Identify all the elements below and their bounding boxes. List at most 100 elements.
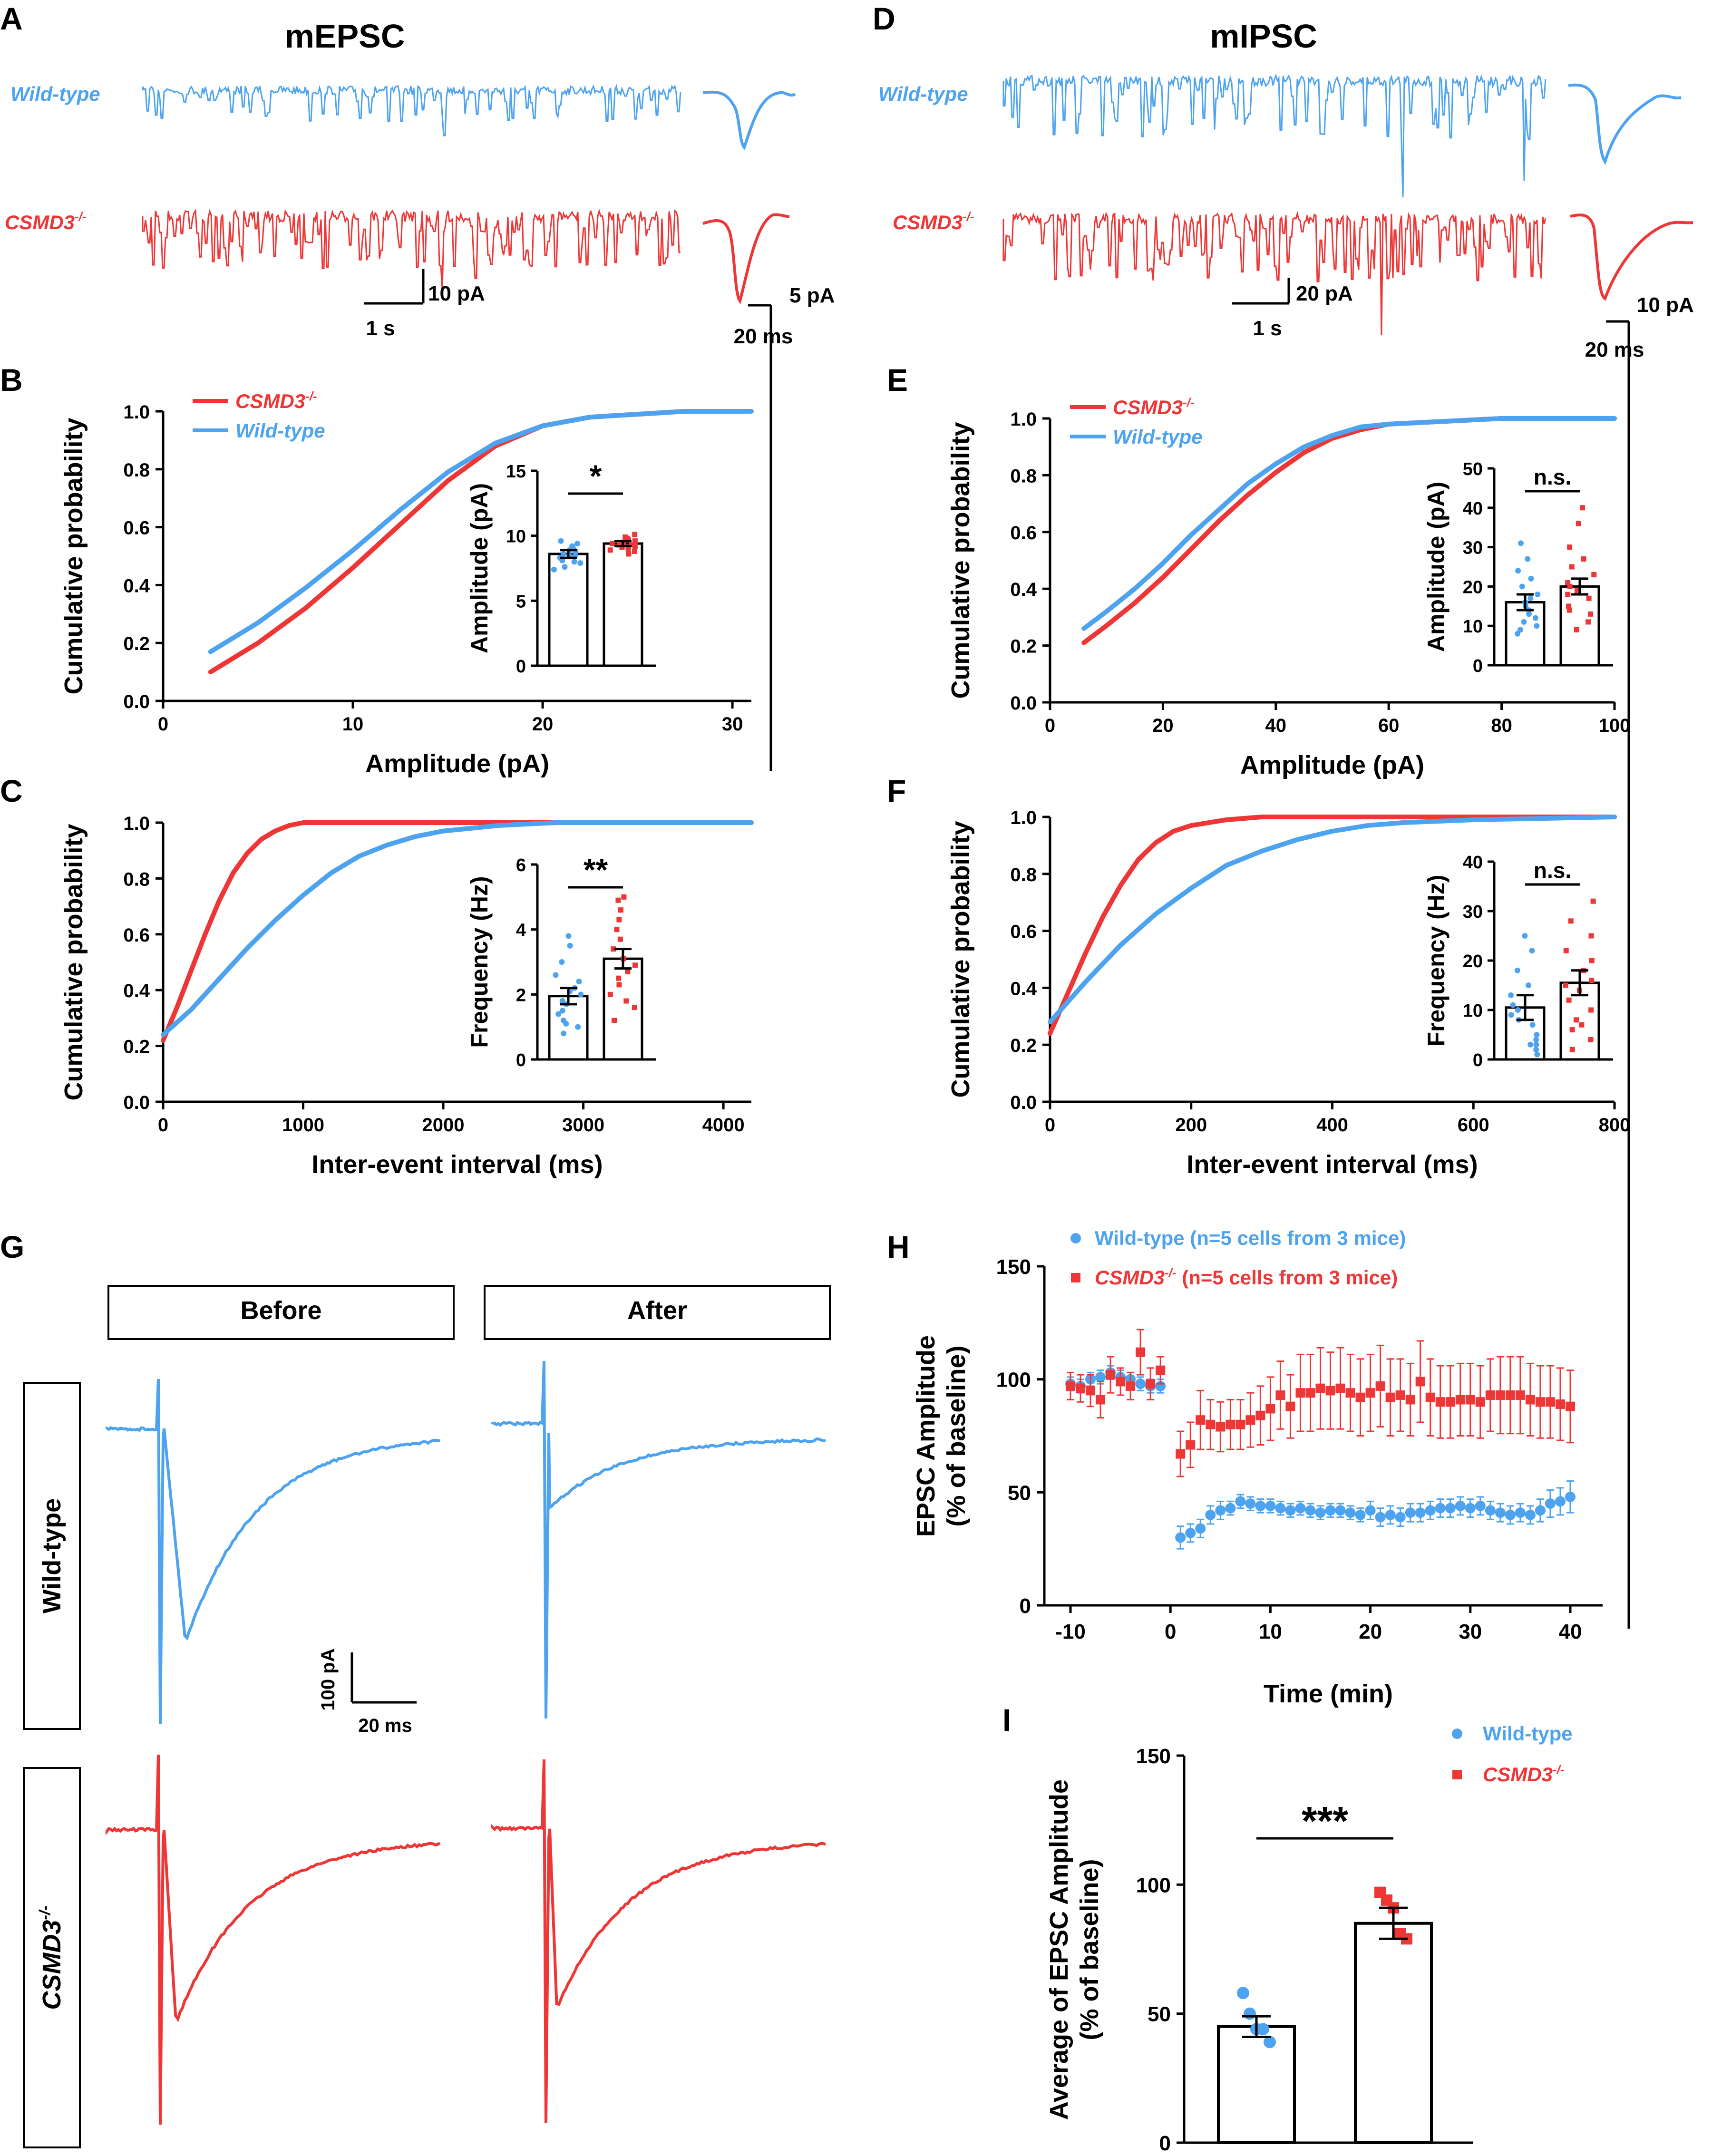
panel-h-point-ko xyxy=(1285,1401,1295,1411)
panel-h-point-ko xyxy=(1086,1386,1096,1396)
panel-e-inset-point xyxy=(1580,505,1586,511)
panel-h-point-ko xyxy=(1265,1404,1275,1414)
panel-h-point-ko xyxy=(1186,1440,1196,1450)
panel-e-inset-point xyxy=(1526,611,1532,617)
panel-h-point-ko xyxy=(1255,1410,1265,1420)
panel-c-inset-point xyxy=(555,1011,562,1017)
panel-h-point-wt xyxy=(1505,1509,1516,1520)
panel-h-legend-superscript: -/- xyxy=(1165,1265,1177,1280)
panel-e-inset-point xyxy=(1566,603,1572,609)
panel-f-inset-point xyxy=(1527,1041,1534,1048)
panel-e-x-tick-label: 100 xyxy=(1599,715,1631,736)
panel-f-y-tick-label: 0.2 xyxy=(1010,1035,1037,1056)
panel-e-inset-point xyxy=(1535,591,1541,597)
panel-e-x-tick-label: 0 xyxy=(1045,715,1055,736)
panel-e-legend-label: CSMD3-/- xyxy=(1113,395,1195,418)
panel-f-inset-tick-label: 40 xyxy=(1463,853,1483,873)
panel-c-inset-point xyxy=(623,998,629,1004)
panel-f-inset-point xyxy=(1510,1002,1516,1008)
panel-b-inset-point xyxy=(632,538,638,544)
panel-h-point-ko xyxy=(1325,1386,1335,1396)
panel-b-legend-label: Wild-type xyxy=(235,419,325,442)
panel-f-inset-point xyxy=(1588,1037,1594,1042)
mipsc-inset-scale-x: 20 ms xyxy=(1585,338,1644,361)
panel-f-inset-point xyxy=(1569,1027,1575,1033)
panel-f-inset-point xyxy=(1529,1022,1536,1028)
panel-h-point-wt xyxy=(1455,1500,1466,1511)
panel-e-inset-bar-wt xyxy=(1505,601,1546,667)
panel-c-inset-point xyxy=(616,975,622,981)
panel-f-x-tick-label: 600 xyxy=(1458,1115,1489,1136)
panel-c-x-tick-label: 3000 xyxy=(562,1115,604,1136)
panel-e-y-tick-label: 0.0 xyxy=(1010,693,1037,714)
panel-h-point-ko xyxy=(1465,1395,1475,1405)
panel-b-x-tick-label: 30 xyxy=(722,714,743,735)
mipsc-ko-superscript: -/- xyxy=(963,209,974,223)
panel-i-y-tick-label: 50 xyxy=(1148,2003,1171,2026)
panel-h-y-label-line: (% of baseline) xyxy=(942,1345,971,1526)
evoked-ko-before xyxy=(106,1754,441,2125)
panel-h-point-wt xyxy=(1135,1379,1146,1389)
panel-f-x-tick-label: 400 xyxy=(1316,1115,1348,1136)
panel-e-inset-point xyxy=(1569,564,1575,570)
panel-b-inset-point xyxy=(623,534,628,540)
panel-h-point-ko xyxy=(1375,1381,1385,1391)
panel-h-point-ko xyxy=(1295,1388,1305,1398)
panel-e-x-tick-label: 60 xyxy=(1378,715,1400,736)
panel-e-inset-point xyxy=(1521,619,1527,625)
panel-i-y-tick-label: 100 xyxy=(1136,1874,1171,1897)
panel-f-inset-point xyxy=(1588,933,1594,939)
panel-c-inset-point xyxy=(563,1020,569,1027)
evoked-scale-y: 100 pA xyxy=(318,1648,339,1710)
panel-b-inset-bar-ko xyxy=(603,542,643,667)
panel-e-inset-point xyxy=(1567,583,1573,589)
panel-c-inset-point xyxy=(621,894,627,900)
mepsc-ko-superscript: -/- xyxy=(75,209,87,223)
panel-b-inset-point xyxy=(558,538,564,544)
panel-e-inset-point xyxy=(1574,627,1579,632)
panel-b-inset-point xyxy=(609,541,615,546)
panel-e-inset-point xyxy=(1576,521,1581,526)
panel-h-point-wt xyxy=(1225,1503,1236,1514)
panel-h-point-ko xyxy=(1156,1365,1166,1375)
mepsc-wt-average xyxy=(702,90,796,150)
panel-b-inset-tick-label: 0 xyxy=(516,657,526,677)
panel-f-inset-point xyxy=(1569,1047,1575,1052)
panel-h-point-ko xyxy=(1365,1388,1375,1398)
evoked-ko-after xyxy=(491,1759,827,2124)
before-box xyxy=(107,1285,455,1340)
panel-letter-f: F xyxy=(887,773,906,808)
panel-e-inset-point xyxy=(1565,580,1571,585)
panel-h-point-wt xyxy=(1405,1507,1416,1518)
panel-c-inset-point xyxy=(553,972,559,978)
panel-f-inset-point xyxy=(1568,918,1574,924)
panel-h-point-wt xyxy=(1245,1498,1256,1509)
trace-layer xyxy=(106,73,1693,2125)
panel-e-inset-tick-label: 10 xyxy=(1463,617,1483,637)
panel-h-point-ko xyxy=(1485,1390,1495,1400)
panel-e-inset-point xyxy=(1567,544,1573,550)
panel-f-significance-label: n.s. xyxy=(1534,858,1571,883)
panel-h-y-tick-label: 0 xyxy=(1020,1594,1031,1618)
mepsc-ko-average xyxy=(702,213,790,304)
mipsc-ko-label-text: CSMD3 xyxy=(893,211,963,233)
panel-h-legend-label: CSMD3-/- (n=5 cells from 3 mice) xyxy=(1095,1265,1398,1289)
panel-i-y-tick-label: 150 xyxy=(1136,1745,1171,1768)
panel-h-point-wt xyxy=(1535,1505,1546,1516)
panel-b-inset-point xyxy=(632,544,638,549)
panel-h-point-wt xyxy=(1375,1512,1386,1523)
panel-c-inset-point xyxy=(611,946,616,952)
panel-h-point-ko xyxy=(1395,1390,1405,1400)
panel-f-inset-point xyxy=(1579,1022,1585,1028)
panel-b-y-tick-label: 0.6 xyxy=(123,518,150,539)
evoked-wt-after xyxy=(491,1360,826,1719)
panel-f-inset-tick-label: 0 xyxy=(1473,1050,1483,1070)
panel-b-y-tick-label: 0.4 xyxy=(123,575,150,596)
panel-b-y-tick-label: 0.2 xyxy=(123,633,150,654)
panel-h-legend-text: (n=5 cells from 3 mice) xyxy=(1177,1266,1398,1289)
panel-e-y-tick-label: 0.2 xyxy=(1010,636,1037,657)
panel-h-point-ko xyxy=(1116,1377,1126,1387)
panel-letter-h: H xyxy=(887,1229,910,1264)
panel-f-y-label: Cumulative probability xyxy=(946,821,975,1097)
mepsc-scale-x: 1 s xyxy=(366,317,395,340)
